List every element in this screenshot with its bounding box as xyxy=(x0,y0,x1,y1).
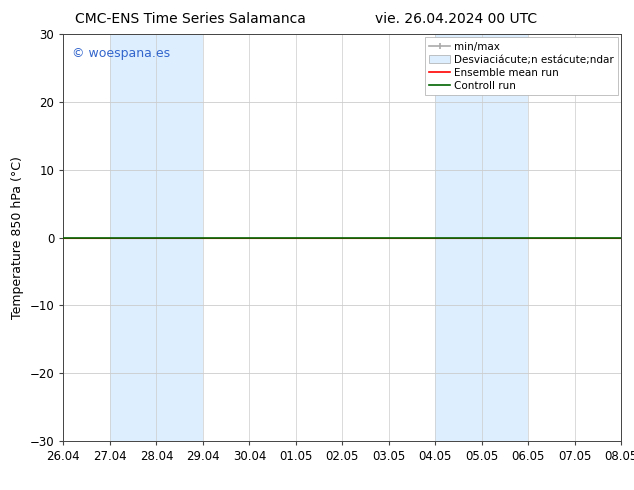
Y-axis label: Temperature 850 hPa (°C): Temperature 850 hPa (°C) xyxy=(11,156,24,319)
Bar xyxy=(110,34,203,441)
Legend: min/max, Desviaciácute;n estácute;ndar, Ensemble mean run, Controll run: min/max, Desviaciácute;n estácute;ndar, … xyxy=(425,37,618,95)
Text: vie. 26.04.2024 00 UTC: vie. 26.04.2024 00 UTC xyxy=(375,12,538,26)
Bar xyxy=(436,34,528,441)
Text: © woespana.es: © woespana.es xyxy=(72,47,170,59)
Text: CMC-ENS Time Series Salamanca: CMC-ENS Time Series Salamanca xyxy=(75,12,306,26)
